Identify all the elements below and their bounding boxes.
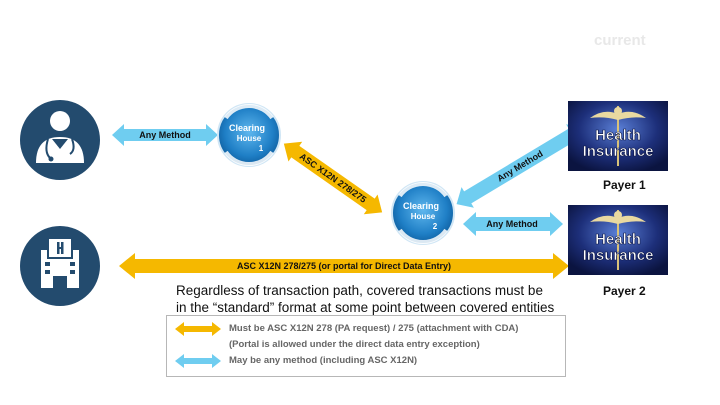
arrow-provider-ch1: Any Method [112,124,218,146]
arrow-ch2-payer1-label: Any Method [495,148,544,183]
caption-text: Regardless of transaction path, covered … [176,283,555,315]
clearing-house-1: Clearing House 1 [217,103,281,167]
arrow-hospital-payer2: ASC X12N 278/275 (or portal for Direct D… [119,253,569,279]
arrow-ch2-payer2-label: Any Method [486,219,538,229]
payer-2-logo-line2: Insurance [583,247,654,264]
ch1-line1: Clearing [229,123,265,133]
payer-2-logo-line1: Health [595,231,641,248]
ch2-line1: Clearing [403,201,439,211]
payer-1-logo-line2: Insurance [583,143,654,160]
legend-gold-line1: Must be ASC X12N 278 (PA request) / 275 … [229,323,519,334]
arrow-ch1-ch2: ASC X12N 278/275 [283,141,383,215]
payer-2-logo: Health Insurance [568,205,668,275]
provider-node [20,100,100,180]
payer-1-logo-line1: Health [595,127,641,144]
ch2-line2: House [411,212,436,221]
ch2-number: 2 [433,222,438,231]
version-label: current [594,32,646,49]
ch1-number: 1 [259,144,264,153]
arrow-hospital-payer2-label: ASC X12N 278/275 (or portal for Direct D… [237,261,451,271]
arrow-ch2-payer2: Any Method [463,212,563,236]
arrow-ch1-ch2-label: ASC X12N 278/275 [298,151,369,205]
legend-blue-arrow [175,354,221,368]
legend-gold-line2: (Portal is allowed under the direct data… [229,339,480,350]
payer-1-logo: Health Insurance [568,101,668,171]
legend-box: Must be ASC X12N 278 (PA request) / 275 … [166,315,566,377]
payer-1-label: Payer 1 [603,178,646,192]
arrow-provider-ch1-label: Any Method [139,130,191,140]
hospital-node [20,226,100,306]
legend-blue-line: May be any method (including ASC X12N) [229,355,418,366]
legend-gold-arrow [175,322,221,336]
payer-2-label: Payer 2 [603,284,646,298]
clearing-house-2: Clearing House 2 [391,181,455,245]
ch1-line2: House [237,134,262,143]
